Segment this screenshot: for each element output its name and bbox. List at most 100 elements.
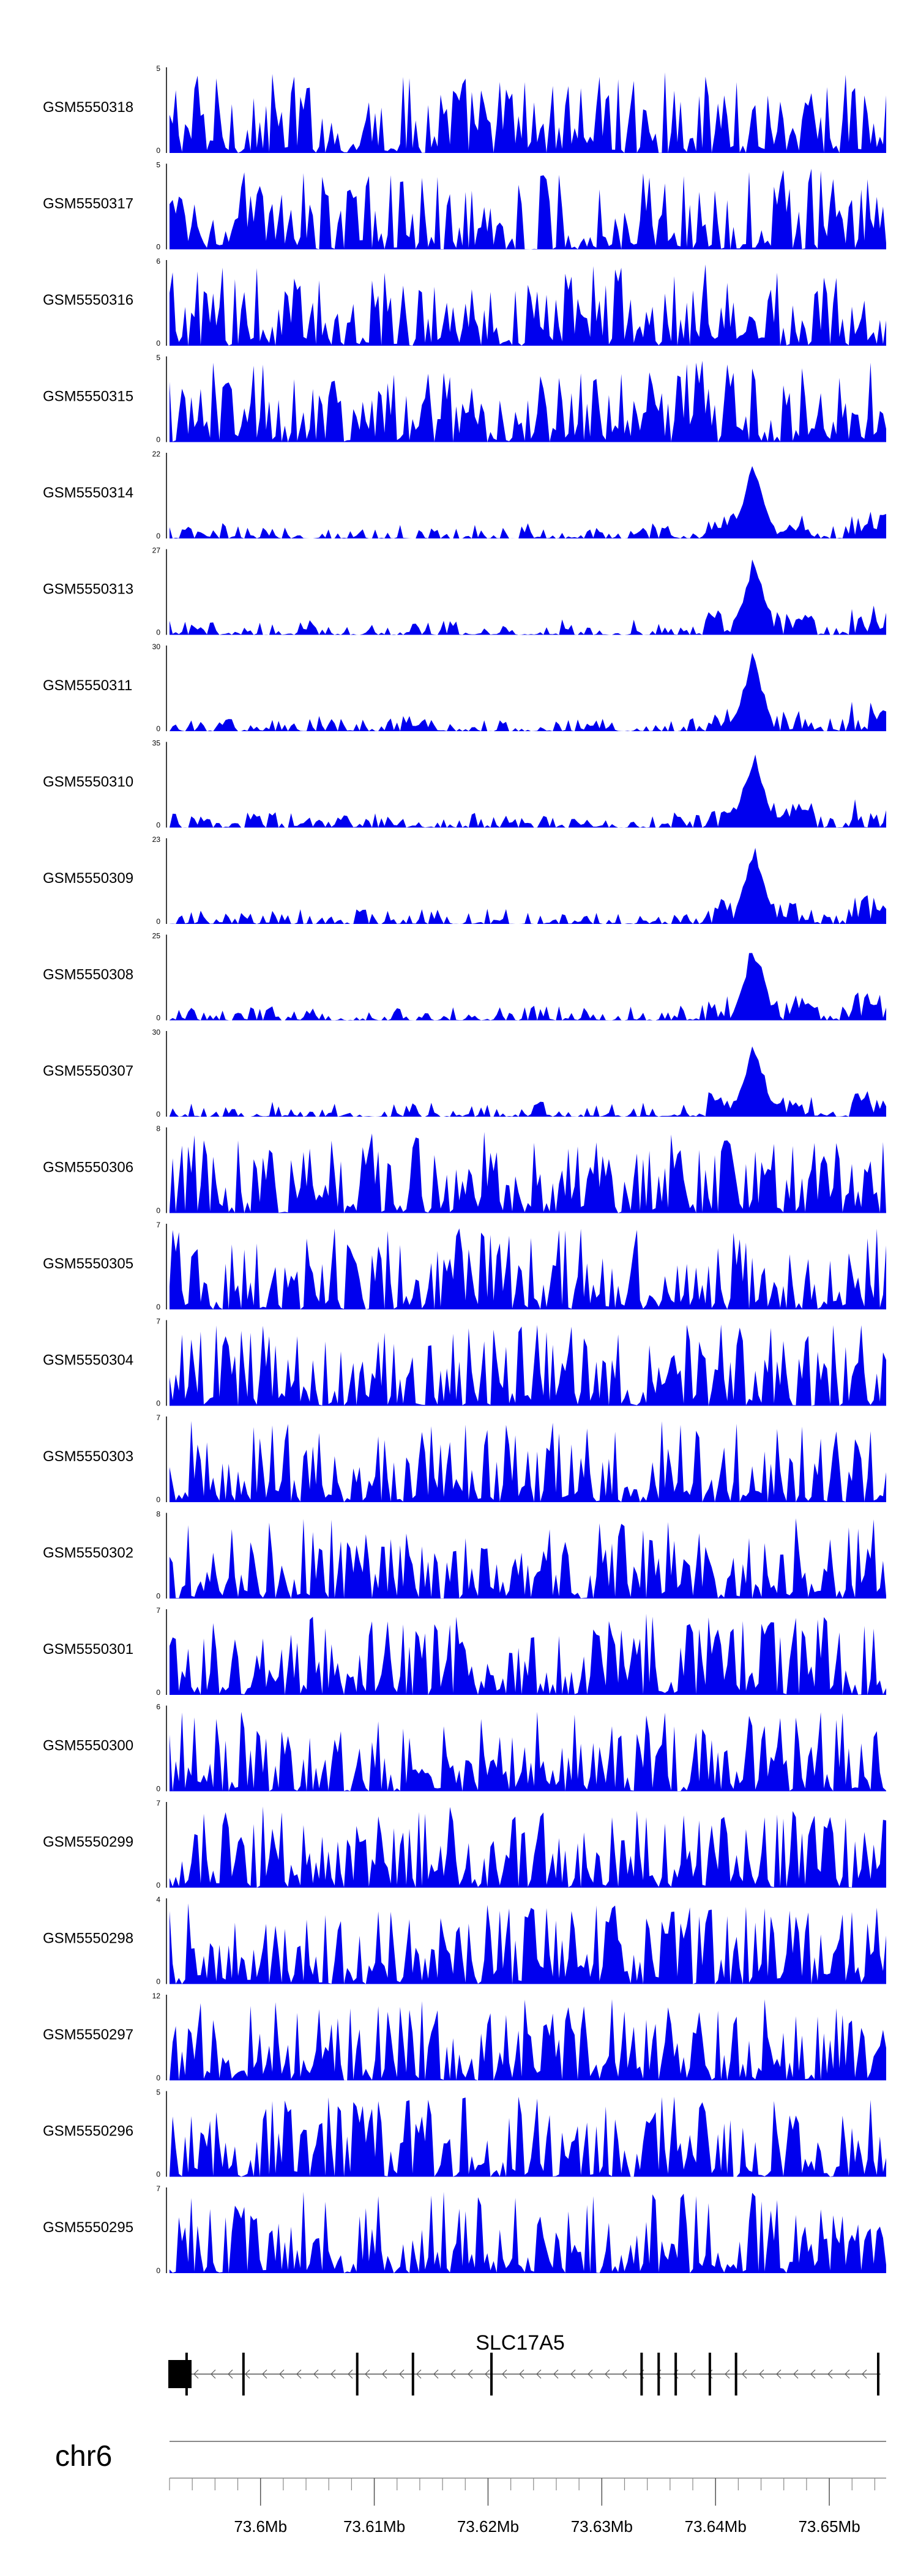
y-max-label: 23 <box>152 835 161 844</box>
track-label: GSM5550313 <box>43 581 133 597</box>
strand-arrow <box>605 2369 610 2379</box>
exon-mark <box>356 2353 359 2395</box>
y-min-label: 0 <box>156 339 160 348</box>
track-label: GSM5550297 <box>43 2027 133 2043</box>
gene-track: SLC17A5 <box>168 2331 881 2395</box>
strand-arrow <box>296 2369 302 2379</box>
coverage-area <box>170 653 886 731</box>
exon-mark <box>490 2353 493 2395</box>
track-GSM5550306: GSM5550306 8 0 <box>43 1125 886 1215</box>
x-tick-label: 73.61Mb <box>343 2517 405 2536</box>
track-label: GSM5550307 <box>43 1063 133 1079</box>
y-min-label: 0 <box>156 2074 160 2082</box>
y-max-label: 27 <box>152 546 161 555</box>
y-max-label: 8 <box>156 1125 160 1133</box>
track-label: GSM5550317 <box>43 195 133 212</box>
strand-arrow <box>588 2369 593 2379</box>
strand-arrow <box>502 2369 507 2379</box>
track-GSM5550308: GSM5550308 25 0 <box>43 932 886 1022</box>
strand-arrow <box>793 2369 799 2379</box>
track-GSM5550302: GSM5550302 8 0 <box>43 1510 886 1601</box>
y-max-label: 4 <box>156 1896 160 1904</box>
coverage-area <box>170 1903 886 1984</box>
x-tick-label: 73.65Mb <box>798 2517 860 2536</box>
coverage-area <box>170 1131 886 1213</box>
track-GSM5550303: GSM5550303 7 0 <box>43 1413 886 1504</box>
track-GSM5550307: GSM5550307 30 0 <box>43 1028 886 1119</box>
strand-arrow <box>416 2369 422 2379</box>
y-min-label: 0 <box>156 1495 160 1504</box>
y-min-label: 0 <box>156 146 160 155</box>
y-max-label: 35 <box>152 739 161 748</box>
y-max-label: 30 <box>152 642 161 651</box>
track-GSM5550314: GSM5550314 22 0 <box>43 450 886 540</box>
strand-arrow <box>690 2369 696 2379</box>
x-tick-label: 73.62Mb <box>457 2517 519 2536</box>
y-max-label: 22 <box>152 450 161 458</box>
y-max-label: 7 <box>156 1799 160 1807</box>
track-label: GSM5550316 <box>43 292 133 308</box>
strand-arrow <box>742 2369 747 2379</box>
y-min-label: 0 <box>156 917 160 926</box>
track-GSM5550313: GSM5550313 27 0 <box>43 546 886 637</box>
y-min-label: 0 <box>156 532 160 540</box>
y-max-label: 7 <box>156 1317 160 1326</box>
coverage-area <box>170 1421 886 1502</box>
coverage-area <box>170 1046 886 1117</box>
coverage-area <box>170 1806 886 1888</box>
strand-arrow <box>553 2369 559 2379</box>
y-max-label: 5 <box>156 354 160 362</box>
y-min-label: 0 <box>156 2266 160 2275</box>
track-label: GSM5550318 <box>43 99 133 116</box>
coverage-area <box>170 168 886 250</box>
strand-arrow <box>262 2369 267 2379</box>
track-GSM5550305: GSM5550305 7 0 <box>43 1221 886 1311</box>
y-min-label: 0 <box>156 1785 160 1793</box>
coverage-area <box>170 360 886 442</box>
y-min-label: 0 <box>156 1303 160 1311</box>
coverage-area <box>170 264 886 346</box>
coverage-area <box>170 2096 886 2177</box>
strand-arrow <box>228 2369 233 2379</box>
chromosome-label: chr6 <box>55 2440 112 2473</box>
coverage-area <box>170 754 886 828</box>
exon-mark <box>242 2353 245 2395</box>
coverage-area <box>170 1518 886 1599</box>
y-max-label: 7 <box>156 1413 160 1422</box>
strand-arrow <box>570 2369 576 2379</box>
x-tick-label: 73.6Mb <box>234 2517 287 2536</box>
track-GSM5550296: GSM5550296 5 0 <box>43 2088 886 2179</box>
y-max-label: 8 <box>156 1510 160 1519</box>
y-min-label: 0 <box>156 1978 160 1986</box>
strand-arrow <box>245 2369 250 2379</box>
track-label: GSM5550300 <box>43 1737 133 1754</box>
y-max-label: 5 <box>156 64 160 73</box>
strand-arrow <box>313 2369 319 2379</box>
track-label: GSM5550311 <box>43 677 132 694</box>
track-GSM5550295: GSM5550295 7 0 <box>43 2184 886 2275</box>
y-max-label: 6 <box>156 257 160 266</box>
track-label: GSM5550308 <box>43 966 133 983</box>
strand-arrow <box>348 2369 353 2379</box>
strand-arrow <box>433 2369 439 2379</box>
coverage-area <box>170 1228 886 1309</box>
exon-mark <box>185 2353 188 2395</box>
coverage-tracks: GSM555031850GSM555031750GSM555031660GSM5… <box>43 64 886 2275</box>
track-GSM5550301: GSM5550301 7 0 <box>43 1606 886 1697</box>
track-GSM5550300: GSM5550300 6 0 <box>43 1703 886 1793</box>
track-GSM5550315: GSM5550315 5 0 <box>43 354 886 444</box>
strand-arrow <box>193 2369 199 2379</box>
strand-arrow <box>330 2369 336 2379</box>
track-label: GSM5550314 <box>43 485 133 501</box>
coverage-area <box>170 847 886 924</box>
exon-mark <box>734 2353 737 2395</box>
y-max-label: 25 <box>152 932 161 940</box>
y-min-label: 0 <box>156 1592 160 1601</box>
y-min-label: 0 <box>156 821 160 830</box>
track-label: GSM5550309 <box>43 870 133 887</box>
chromosome-axis: chr6 73.6Mb 73.61Mb 73.62Mb 73.63Mb 73.64Mb 7… <box>55 2440 886 2536</box>
strand-arrow <box>211 2369 216 2379</box>
track-GSM5550309: GSM5550309 23 0 <box>43 835 886 926</box>
track-GSM5550318: GSM5550318 5 0 <box>43 64 886 155</box>
